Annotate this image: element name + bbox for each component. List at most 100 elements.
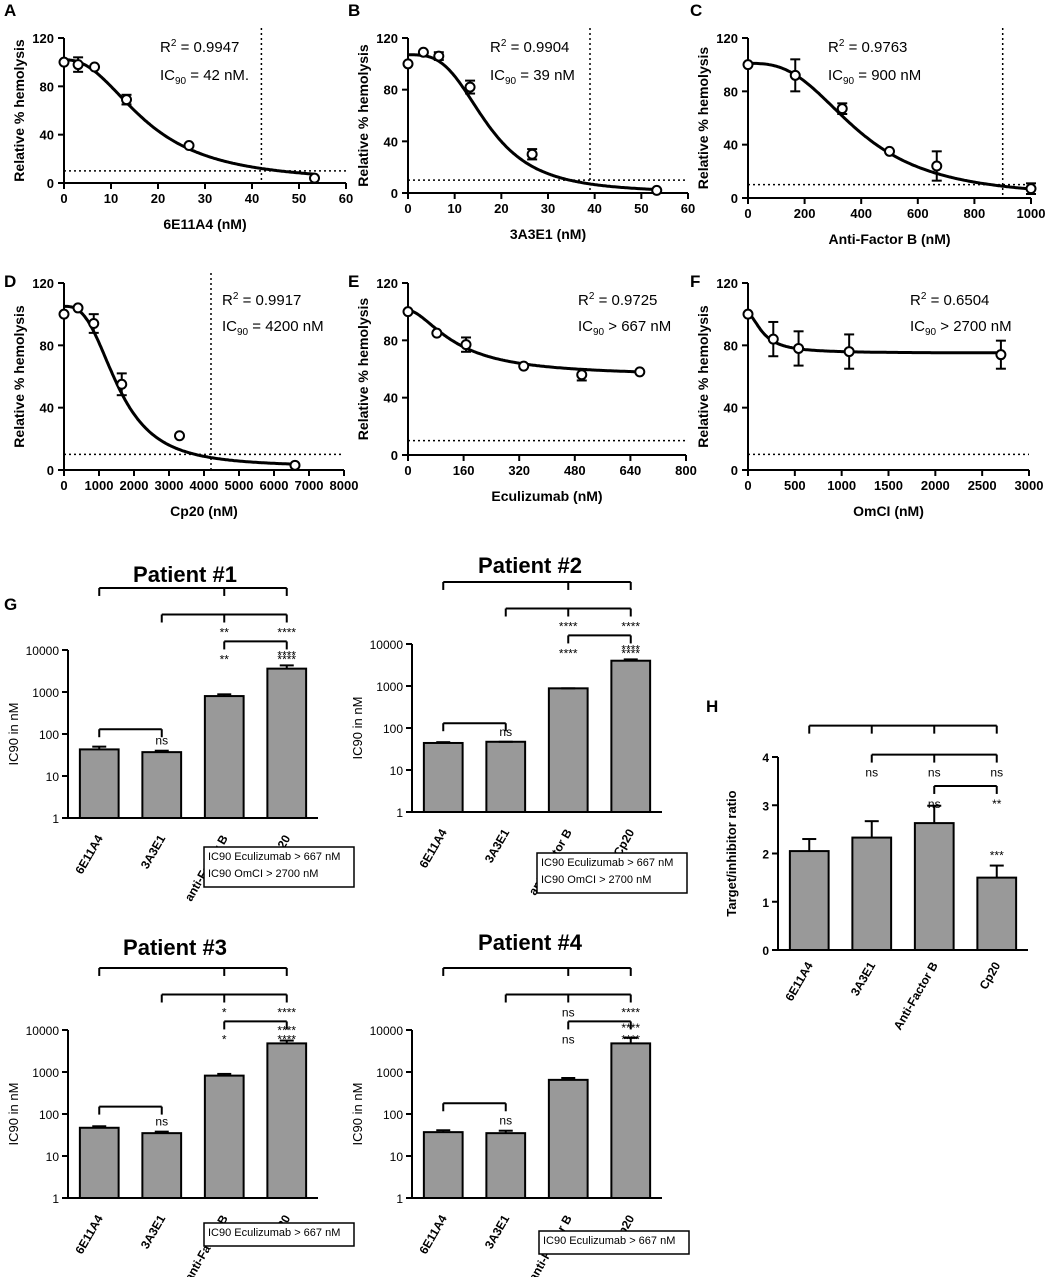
ic-subscript: 90 — [505, 76, 517, 87]
panel-title: Patient #3 — [123, 935, 227, 960]
data-point — [433, 50, 445, 62]
panel-d: D 0 40 80 120 0 1000 2000 3000 4000 5000 6000 7000 80… — [4, 272, 358, 519]
x-axis-title: Eculizumab (nM) — [491, 488, 602, 504]
x-tick-label: 3A3E1 — [482, 826, 513, 865]
y-axis-title: IC90 in nM — [350, 697, 365, 760]
x-tick-label: 1000 — [1017, 206, 1046, 221]
significance-label: ns — [865, 766, 878, 780]
ic-symbol: IC — [160, 67, 175, 84]
x-tick-label: 800 — [964, 206, 986, 221]
significance-label: * — [222, 1006, 227, 1020]
x-tick-label: 3000 — [155, 478, 184, 493]
r2-symbol: R — [828, 39, 839, 56]
x-tick-label: 3A3E1 — [482, 1212, 513, 1251]
x-axis-title: Anti-Factor B (nM) — [828, 231, 950, 247]
data-point — [460, 339, 472, 351]
y-tick-label: 10000 — [26, 644, 60, 658]
y-tick-label: 120 — [32, 276, 54, 291]
bar — [913, 822, 955, 951]
y-axis-title: IC90 in nM — [350, 1083, 365, 1146]
x-tick-label: 30 — [541, 201, 555, 216]
panel-title: Patient #4 — [478, 930, 583, 955]
r2-superscript: 2 — [589, 291, 595, 302]
r2-annotation: R2 = 0.6504 — [910, 291, 989, 309]
x-tick-label: 40 — [245, 191, 259, 206]
y-tick-label: 1000 — [376, 680, 403, 694]
data-point — [116, 378, 128, 390]
panel-letter: H — [706, 697, 718, 716]
bar — [788, 850, 830, 952]
bar-panel-patient-4: Patient #4 1 10 100 1000 10000 IC90 in nM 6E11A… — [350, 930, 690, 1277]
note-box — [538, 1230, 690, 1255]
significance-label: **** — [277, 626, 296, 640]
data-point — [289, 459, 301, 471]
panel-letter: A — [4, 1, 16, 20]
x-tick-label: 8000 — [330, 478, 359, 493]
ic-subscript: 90 — [925, 327, 937, 338]
x-tick-label: 4000 — [190, 478, 219, 493]
x-tick-label: 10 — [447, 201, 461, 216]
x-tick-label: 6E11A4 — [416, 1212, 450, 1256]
r2-superscript: 2 — [921, 291, 927, 302]
r2-annotation: R2 = 0.9725 — [578, 291, 657, 309]
x-tick-label: 500 — [784, 478, 806, 493]
y-tick-label: 40 — [40, 128, 54, 143]
y-tick-label: 1 — [52, 812, 59, 826]
y-tick-label: 0 — [731, 191, 738, 206]
significance-label: *** — [990, 849, 1004, 863]
ic90-value: = 4200 nM — [248, 318, 323, 335]
bar-panel-patient-1: G Patient #1 1 10 100 1000 10000 IC90 in nM 6E11… — [4, 562, 355, 904]
data-point — [183, 140, 195, 152]
y-tick-label: 120 — [716, 276, 738, 291]
data-point — [836, 103, 848, 115]
y-tick-label: 0 — [391, 186, 398, 201]
r2-value: = 0.6504 — [926, 292, 989, 309]
y-tick-label: 1 — [396, 1192, 403, 1206]
significance-label: ns — [155, 1115, 168, 1129]
y-tick-label: 80 — [40, 79, 54, 94]
r2-superscript: 2 — [233, 291, 239, 302]
significance-label: **** — [621, 1032, 640, 1046]
y-tick-label: 100 — [383, 722, 403, 736]
y-tick-label: 40 — [384, 134, 398, 149]
data-point — [89, 61, 101, 73]
x-tick-label: 6E11A4 — [72, 832, 106, 876]
y-tick-label: 10000 — [370, 1024, 404, 1038]
panel-e: E 0 40 80 120 0 160 320 480 640 800 Eculizumab (nM)… — [348, 272, 697, 504]
y-tick-label: 10000 — [370, 638, 404, 652]
panel-letter: G — [4, 595, 17, 614]
y-axis-title: IC90 in nM — [6, 703, 21, 766]
data-point — [793, 342, 805, 354]
data-point — [72, 59, 84, 71]
x-tick-label: 50 — [634, 201, 648, 216]
x-tick-label: 160 — [453, 463, 475, 478]
y-tick-label: 80 — [40, 338, 54, 353]
x-tick-label: 200 — [794, 206, 816, 221]
y-axis-title: Relative % hemolysis — [11, 39, 27, 182]
ic90-annotation: IC90 = 4200 nM — [222, 318, 324, 338]
y-axis-title: Relative % hemolysis — [695, 47, 711, 190]
x-tick-label: 20 — [494, 201, 508, 216]
data-point — [58, 308, 70, 320]
data-point — [742, 59, 754, 71]
y-axis-title: IC90 in nM — [6, 1083, 21, 1146]
x-axis-title: Cp20 (nM) — [170, 503, 238, 519]
bar — [976, 876, 1018, 951]
ic-symbol: IC — [578, 318, 593, 335]
x-tick-label: 1000 — [827, 478, 856, 493]
significance-label: ns — [499, 1114, 512, 1128]
panel-title: Patient #1 — [133, 562, 237, 587]
significance-label: ns — [562, 1006, 575, 1020]
significance-label: ** — [220, 652, 230, 666]
r2-superscript: 2 — [171, 38, 177, 49]
data-point — [464, 81, 476, 93]
r2-value: = 0.9917 — [238, 292, 301, 309]
x-tick-label: 3A3E1 — [138, 832, 169, 871]
panel-letter: E — [348, 272, 359, 291]
significance-label: * — [222, 1032, 227, 1046]
ic-symbol: IC — [910, 318, 925, 335]
x-tick-label: 2500 — [968, 478, 997, 493]
x-tick-label: 2000 — [120, 478, 149, 493]
x-tick-label: 2000 — [921, 478, 950, 493]
bar — [422, 741, 464, 813]
